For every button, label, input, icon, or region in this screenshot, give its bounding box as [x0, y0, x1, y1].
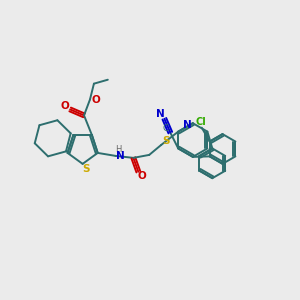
Text: N: N	[156, 109, 165, 119]
Text: C: C	[162, 124, 169, 133]
Text: O: O	[92, 94, 100, 104]
Text: Cl: Cl	[195, 117, 206, 127]
Text: S: S	[82, 164, 89, 174]
Text: O: O	[138, 171, 147, 181]
Text: O: O	[61, 101, 70, 112]
Text: S: S	[162, 136, 170, 146]
Text: N: N	[116, 151, 125, 161]
Text: N: N	[184, 120, 192, 130]
Text: H: H	[115, 146, 122, 154]
